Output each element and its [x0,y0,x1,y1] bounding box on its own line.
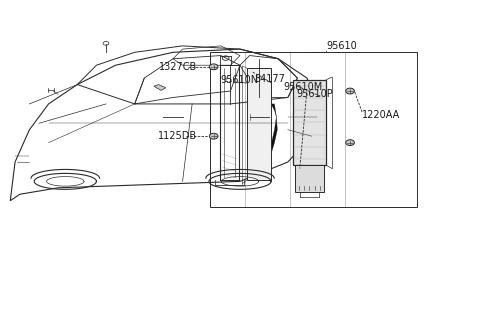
Text: 1125DB: 1125DB [157,131,197,141]
FancyBboxPatch shape [247,68,271,180]
Text: 1220AA: 1220AA [362,110,400,120]
Text: 1327CB: 1327CB [158,62,197,72]
Polygon shape [265,104,277,162]
Circle shape [346,140,354,145]
Text: 95610M: 95610M [283,82,323,91]
Text: 95610N: 95610N [221,75,259,85]
FancyBboxPatch shape [295,165,324,192]
Text: 84177: 84177 [254,75,285,85]
FancyBboxPatch shape [293,80,326,165]
Circle shape [209,133,218,139]
Circle shape [209,64,218,70]
Text: 95610: 95610 [326,41,357,51]
Polygon shape [154,85,166,90]
Text: 95610P: 95610P [297,88,333,98]
Circle shape [346,88,354,94]
